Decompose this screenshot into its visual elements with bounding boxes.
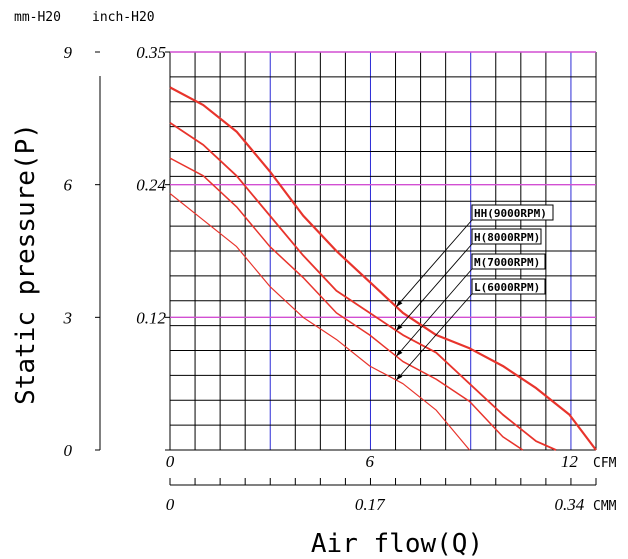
- annotation-label: H(8000RPM): [474, 231, 540, 244]
- unit-mm-label: mm-H20: [14, 10, 61, 25]
- annotation-leader: [395, 268, 473, 357]
- chart-annotations: HH(9000RPM) H(8000RPM) M(7000RPM) L(6000RPM…: [395, 204, 554, 381]
- x-cmm-tick-label: 0.34: [555, 495, 585, 514]
- series-line-l: [169, 193, 470, 451]
- chart-axes: 0 3 6 9 0.12 0.24 0.35 0 6 12 CFM 0 0.17 0.34 CMM: [63, 43, 617, 514]
- y-inch-tick-label: 0.35: [136, 43, 166, 62]
- chart-grid: [169, 51, 597, 451]
- annotation-box: [471, 253, 546, 270]
- y-mm-tick-label: 0: [64, 441, 73, 460]
- annotation-label: HH(9000RPM): [474, 207, 547, 220]
- annotation-arrowhead: [396, 300, 403, 307]
- annotation-box: [471, 278, 546, 295]
- y-mm-tick-label: 3: [63, 308, 73, 327]
- x-cfm-tick-label: 12: [561, 452, 579, 471]
- annotation-label: L(6000RPM): [474, 281, 540, 294]
- annotation-label: M(7000RPM): [474, 256, 540, 269]
- y-mm-tick-label: 6: [64, 176, 73, 195]
- x-axis-label: Air flow(Q): [311, 529, 483, 559]
- annotation-box: [471, 204, 554, 221]
- series-line-hh: [169, 86, 597, 451]
- x-cfm-tick-label: 0: [166, 452, 175, 471]
- x-cmm-unit: CMM: [593, 499, 617, 514]
- annotation-arrowhead: [396, 349, 403, 357]
- y-inch-tick-label: 0.12: [136, 308, 166, 327]
- annotation-box: [471, 228, 542, 245]
- annotation-arrowhead: [396, 324, 403, 331]
- chart-curves: [169, 86, 597, 451]
- x-cmm-tick-label: 0.17: [355, 495, 386, 514]
- annotation-leader: [395, 219, 473, 308]
- annotation-leader: [395, 243, 473, 331]
- y-inch-tick-label: 0.24: [136, 176, 166, 195]
- series-line-h: [169, 122, 557, 451]
- x-cfm-unit: CFM: [593, 456, 617, 471]
- annotation-leader: [395, 293, 473, 381]
- series-line-m: [169, 157, 524, 451]
- x-cfm-tick-label: 6: [365, 452, 374, 471]
- unit-inch-label: inch-H20: [92, 10, 155, 25]
- annotation-arrowhead: [396, 373, 403, 381]
- y-mm-tick-label: 9: [64, 43, 73, 62]
- x-cmm-tick-label: 0: [166, 495, 175, 514]
- y-axis-label: Static pressure(P): [11, 123, 41, 405]
